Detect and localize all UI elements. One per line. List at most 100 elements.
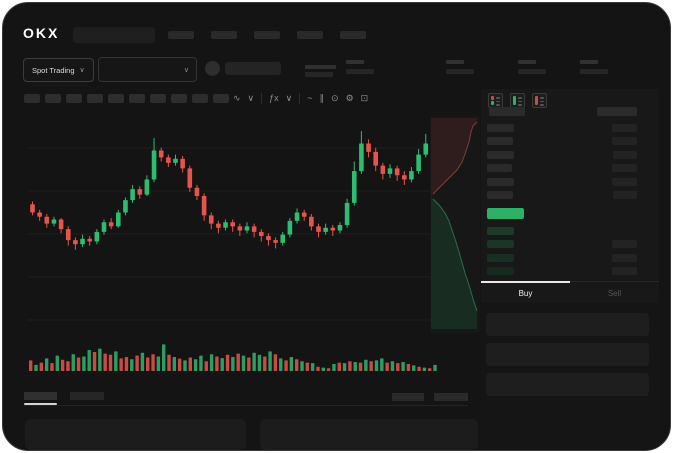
chevron-down-icon: ∨ xyxy=(183,66,189,74)
candlestick-chart xyxy=(28,131,438,371)
timeframe-button-placeholder[interactable] xyxy=(171,94,187,103)
ask-amount-placeholder xyxy=(612,124,637,132)
ask-row[interactable] xyxy=(481,162,659,175)
candle-style-icon[interactable]: ∿ xyxy=(233,93,241,103)
timeframe-button-placeholder[interactable] xyxy=(108,94,124,103)
compare-icon[interactable]: ∥ xyxy=(319,93,325,103)
ask-price-placeholder xyxy=(487,137,513,146)
nav-item-placeholder[interactable] xyxy=(340,31,366,39)
bid-amount-placeholder xyxy=(612,240,637,249)
indicators-icon[interactable]: ƒx xyxy=(269,93,279,103)
nav-item-placeholder[interactable] xyxy=(297,31,323,39)
ask-price-placeholder xyxy=(487,191,513,199)
price-column-header-placeholder xyxy=(489,107,525,116)
stat-label-placeholder xyxy=(346,60,364,64)
orders-tab-placeholder[interactable] xyxy=(24,392,57,400)
ask-price-placeholder xyxy=(487,164,512,173)
last-price-badge[interactable] xyxy=(487,208,524,219)
bid-row[interactable] xyxy=(481,265,659,278)
market-type-label: Spot Trading xyxy=(32,65,75,75)
tabs-divider xyxy=(24,405,468,406)
stat-value-placeholder xyxy=(446,69,474,74)
book-bids-only-icon[interactable] xyxy=(510,93,525,108)
okx-logo[interactable]: OKX xyxy=(23,25,60,41)
stat-label-placeholder xyxy=(580,60,598,64)
nav-item-placeholder[interactable] xyxy=(211,31,237,39)
active-tab-underline xyxy=(24,403,57,405)
bid-price-placeholder xyxy=(487,267,514,276)
history-tab-placeholder[interactable] xyxy=(70,392,104,400)
bid-price-placeholder xyxy=(487,227,514,235)
ask-row[interactable] xyxy=(481,122,659,135)
pair-select-dropdown[interactable]: ∨ xyxy=(98,57,197,82)
candle-style-chevron-icon[interactable]: ∨ xyxy=(247,93,255,103)
timeframe-button-placeholder[interactable] xyxy=(45,94,61,103)
line-tool-icon[interactable]: ~ xyxy=(307,93,313,103)
bid-row[interactable] xyxy=(481,225,659,238)
stat-group xyxy=(518,60,546,74)
nav-item-placeholder[interactable] xyxy=(168,31,194,39)
chart-tools: ∿ ∨ ƒx ∨ ~ ∥ ⊙ ⚙ ⊡ xyxy=(233,91,368,105)
ask-price-placeholder xyxy=(487,177,514,186)
header-search-placeholder[interactable] xyxy=(73,27,155,43)
timeframe-button-placeholder[interactable] xyxy=(150,94,166,103)
ask-amount-placeholder xyxy=(613,150,637,159)
nav-item-placeholder[interactable] xyxy=(254,31,280,39)
stat-value-placeholder xyxy=(346,69,374,74)
order-input-placeholder[interactable] xyxy=(486,373,649,396)
toolbar-separator xyxy=(299,92,301,104)
ask-row[interactable] xyxy=(481,176,659,189)
pair-name-placeholder[interactable] xyxy=(225,62,281,75)
timeframe-button-placeholder[interactable] xyxy=(213,94,229,103)
bottom-action-placeholder-1[interactable] xyxy=(392,393,424,401)
timeframe-buttons xyxy=(24,94,229,103)
stat-label-placeholder xyxy=(518,60,536,64)
bid-price-placeholder xyxy=(487,253,514,262)
indicators-chevron-icon[interactable]: ∨ xyxy=(285,93,293,103)
stat-label-placeholder xyxy=(446,60,464,64)
ask-amount-placeholder xyxy=(612,137,637,146)
timeframe-button-placeholder[interactable] xyxy=(66,94,82,103)
snapshot-icon[interactable]: ⊙ xyxy=(331,93,339,103)
timeframe-button-placeholder[interactable] xyxy=(129,94,145,103)
fullscreen-icon[interactable]: ⊡ xyxy=(360,93,369,103)
chevron-down-icon: ∨ xyxy=(79,67,85,74)
ask-row[interactable] xyxy=(481,149,659,162)
bid-row[interactable] xyxy=(481,252,659,265)
ask-row[interactable] xyxy=(481,135,659,148)
tab-sell[interactable]: Sell xyxy=(607,288,622,298)
pair-avatar[interactable] xyxy=(205,61,220,76)
stat-group xyxy=(346,60,374,74)
book-combined-icon[interactable] xyxy=(488,93,503,108)
depth-chart xyxy=(430,115,480,333)
stat-group xyxy=(446,60,474,74)
order-input-placeholder[interactable] xyxy=(486,313,649,336)
toolbar-separator xyxy=(261,92,263,104)
order-book-panel: Buy Sell xyxy=(481,89,659,450)
bid-row[interactable] xyxy=(481,238,659,251)
ask-row[interactable] xyxy=(481,189,659,202)
trade-tabs: Buy Sell xyxy=(481,281,659,304)
bottom-action-placeholder-2[interactable] xyxy=(434,393,468,401)
timeframe-button-placeholder[interactable] xyxy=(24,94,40,103)
tab-buy[interactable]: Buy xyxy=(481,281,570,304)
depth-chart-svg xyxy=(431,118,478,329)
main-nav xyxy=(168,31,366,39)
book-asks-only-icon[interactable] xyxy=(532,93,547,108)
stat-group xyxy=(580,60,608,74)
timeframe-button-placeholder[interactable] xyxy=(87,94,103,103)
amount-column-header-placeholder xyxy=(597,107,637,116)
price-chart xyxy=(28,115,438,373)
ask-amount-placeholder xyxy=(613,191,637,199)
order-book-mode-icons xyxy=(488,93,547,108)
timeframe-button-placeholder[interactable] xyxy=(192,94,208,103)
bid-price-placeholder xyxy=(487,240,514,249)
price-change-placeholder xyxy=(305,72,333,77)
market-type-dropdown[interactable]: Spot Trading ∨ xyxy=(23,58,94,82)
last-price-placeholder xyxy=(305,65,336,69)
order-input-placeholder[interactable] xyxy=(486,343,649,366)
stat-value-placeholder xyxy=(580,69,608,74)
settings-gear-icon[interactable]: ⚙ xyxy=(345,93,354,103)
order-form xyxy=(481,303,659,450)
